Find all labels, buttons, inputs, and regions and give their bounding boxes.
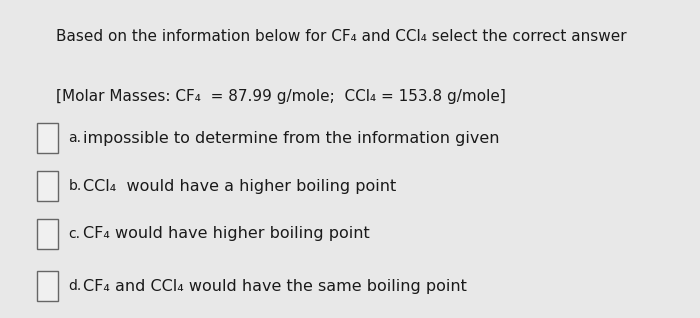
Text: b.: b. <box>69 179 82 193</box>
Text: Based on the information below for CF₄ and CCl₄ select the correct answer: Based on the information below for CF₄ a… <box>56 29 626 44</box>
Text: d.: d. <box>69 279 82 293</box>
Text: CF₄ and CCl₄ would have the same boiling point: CF₄ and CCl₄ would have the same boiling… <box>83 279 466 294</box>
FancyBboxPatch shape <box>37 123 58 153</box>
FancyBboxPatch shape <box>37 219 58 249</box>
FancyBboxPatch shape <box>37 271 58 301</box>
Text: impossible to determine from the information given: impossible to determine from the informa… <box>83 131 499 146</box>
Text: a.: a. <box>69 131 82 145</box>
Text: c.: c. <box>69 227 81 241</box>
Text: CF₄ would have higher boiling point: CF₄ would have higher boiling point <box>83 226 370 241</box>
Text: [Molar Masses: CF₄  = 87.99 g/mole;  CCl₄ = 153.8 g/mole]: [Molar Masses: CF₄ = 87.99 g/mole; CCl₄ … <box>56 89 506 104</box>
FancyBboxPatch shape <box>37 171 58 201</box>
Text: CCl₄  would have a higher boiling point: CCl₄ would have a higher boiling point <box>83 178 396 194</box>
